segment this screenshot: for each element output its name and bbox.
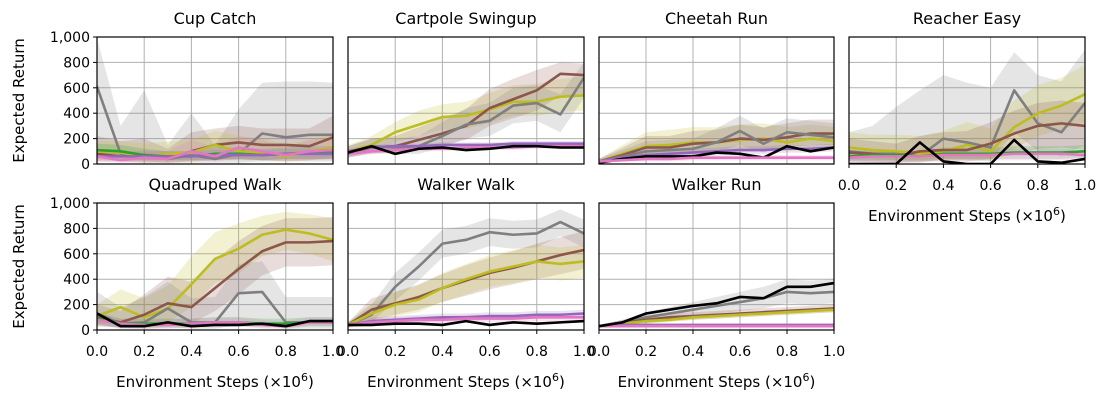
y-tick-label: 1,000	[50, 30, 90, 46]
axes-frame	[96, 202, 334, 331]
x-tick-label: 0.8	[1027, 178, 1049, 194]
x-tick-label: 0.8	[275, 344, 297, 360]
x-tick-label: 0.8	[526, 344, 548, 360]
band-gray	[849, 49, 1085, 163]
axes-frame	[598, 202, 835, 331]
y-tick-label: 800	[63, 221, 90, 237]
series-line-pink	[849, 152, 1085, 159]
band-brown	[97, 115, 333, 163]
series-line-black	[599, 281, 834, 328]
panel-1: Cartpole Swingup	[347, 9, 585, 165]
axes-frame	[347, 202, 585, 331]
y-tick-label: 600	[63, 247, 90, 263]
series-line-black	[849, 138, 1085, 164]
panel-title: Cheetah Run	[665, 9, 768, 28]
panel-title: Reacher Easy	[913, 9, 1021, 28]
x-tick-label: 0.0	[86, 344, 108, 360]
y-axis-label: Expected Return	[10, 204, 28, 329]
y-tick-label: 200	[63, 132, 90, 148]
x-tick-label: 0.6	[227, 344, 249, 360]
y-tick-label: 0	[81, 323, 90, 339]
panel-title: Walker Run	[672, 175, 762, 194]
y-tick-label: 800	[63, 55, 90, 71]
x-tick-label: 0.4	[180, 344, 202, 360]
y-tick-label: 600	[63, 81, 90, 97]
band-brown	[849, 100, 1085, 163]
panel-0: Cup Catch 0 200 400 600 800 1,000 Expected Retu…	[10, 9, 334, 173]
x-tick-label: 0.0	[337, 344, 359, 360]
x-tick-label: 0.6	[478, 344, 500, 360]
x-tick-label: 0.4	[932, 178, 954, 194]
x-tick-label: 0.4	[431, 344, 453, 360]
x-tick-label: 0.4	[682, 344, 704, 360]
x-tick-label: 1.0	[573, 344, 595, 360]
series-line-olive	[348, 94, 584, 153]
band-gray	[348, 209, 584, 328]
x-tick-label: 0.0	[838, 178, 860, 194]
series-line-pink	[348, 315, 584, 327]
x-tick-label: 1.0	[823, 344, 845, 360]
series-line-brown	[97, 239, 333, 324]
panel-4: Quadruped Walk 0 200 400 600 800 1,000 Expected…	[10, 175, 344, 391]
x-axis-label: Environment Steps (×106)	[618, 371, 816, 392]
x-tick-label: 0.6	[979, 178, 1001, 194]
series-line-black	[97, 312, 333, 328]
band-gray	[97, 38, 333, 163]
panel-6: Walker Run 0.0 0.2 0.4 0.6 0.8 1.0 Environment …	[588, 175, 845, 391]
series-line-black	[348, 319, 584, 327]
x-tick-label: 0.0	[588, 344, 610, 360]
x-tick-label: 1.0	[322, 344, 344, 360]
axes-frame	[848, 36, 1086, 165]
x-tick-label: 0.8	[776, 344, 798, 360]
band-olive	[849, 64, 1085, 162]
panel-title: Walker Walk	[417, 175, 515, 194]
series-line-purple	[348, 142, 584, 153]
series-line-gray	[348, 220, 584, 327]
series-line-black	[348, 144, 584, 156]
x-tick-label: 1.0	[1074, 178, 1096, 194]
series-line-olive	[599, 308, 834, 328]
series-line-olive	[849, 92, 1085, 156]
x-axis-label: Environment Steps (×106)	[367, 371, 565, 392]
band-brown	[348, 62, 584, 158]
y-tick-label: 0	[81, 157, 90, 173]
series-line-pink	[599, 156, 834, 163]
band-gray	[348, 62, 584, 158]
band-olive	[97, 211, 333, 327]
y-tick-label: 1,000	[50, 196, 90, 212]
axes-frame	[347, 36, 585, 165]
x-tick-label: 0.2	[384, 344, 406, 360]
panel-5: Walker Walk 0.0 0.2 0.4 0.6 0.8 1.0 Environment…	[337, 175, 595, 391]
x-tick-label: 0.2	[885, 178, 907, 194]
panel-title: Quadruped Walk	[149, 175, 283, 194]
series-line-olive	[97, 228, 333, 319]
panel-title: Cartpole Swingup	[395, 9, 536, 28]
x-axis-label: Environment Steps (×106)	[868, 205, 1066, 226]
panel-3: Reacher Easy 0.0 0.2 0.4 0.6 0.8 1.0 Environmen…	[838, 9, 1096, 225]
y-tick-label: 200	[63, 298, 90, 314]
series-line-black	[599, 144, 834, 164]
series-line-olive	[348, 260, 584, 327]
y-tick-label: 400	[63, 106, 90, 122]
x-tick-label: 0.6	[729, 344, 751, 360]
y-axis-label: Expected Return	[10, 38, 28, 163]
series-line-gray	[599, 129, 834, 163]
axes-frame	[598, 36, 835, 165]
panel-title: Cup Catch	[174, 9, 257, 28]
series-line-gray	[599, 290, 834, 328]
band-brown	[97, 216, 333, 328]
y-tick-label: 400	[63, 272, 90, 288]
series-line-pink	[97, 146, 333, 162]
panel-2: Cheetah Run	[598, 9, 835, 165]
x-tick-label: 0.2	[635, 344, 657, 360]
x-tick-label: 0.2	[133, 344, 155, 360]
x-axis-label: Environment Steps (×106)	[116, 371, 314, 392]
axes-frame	[96, 36, 334, 165]
